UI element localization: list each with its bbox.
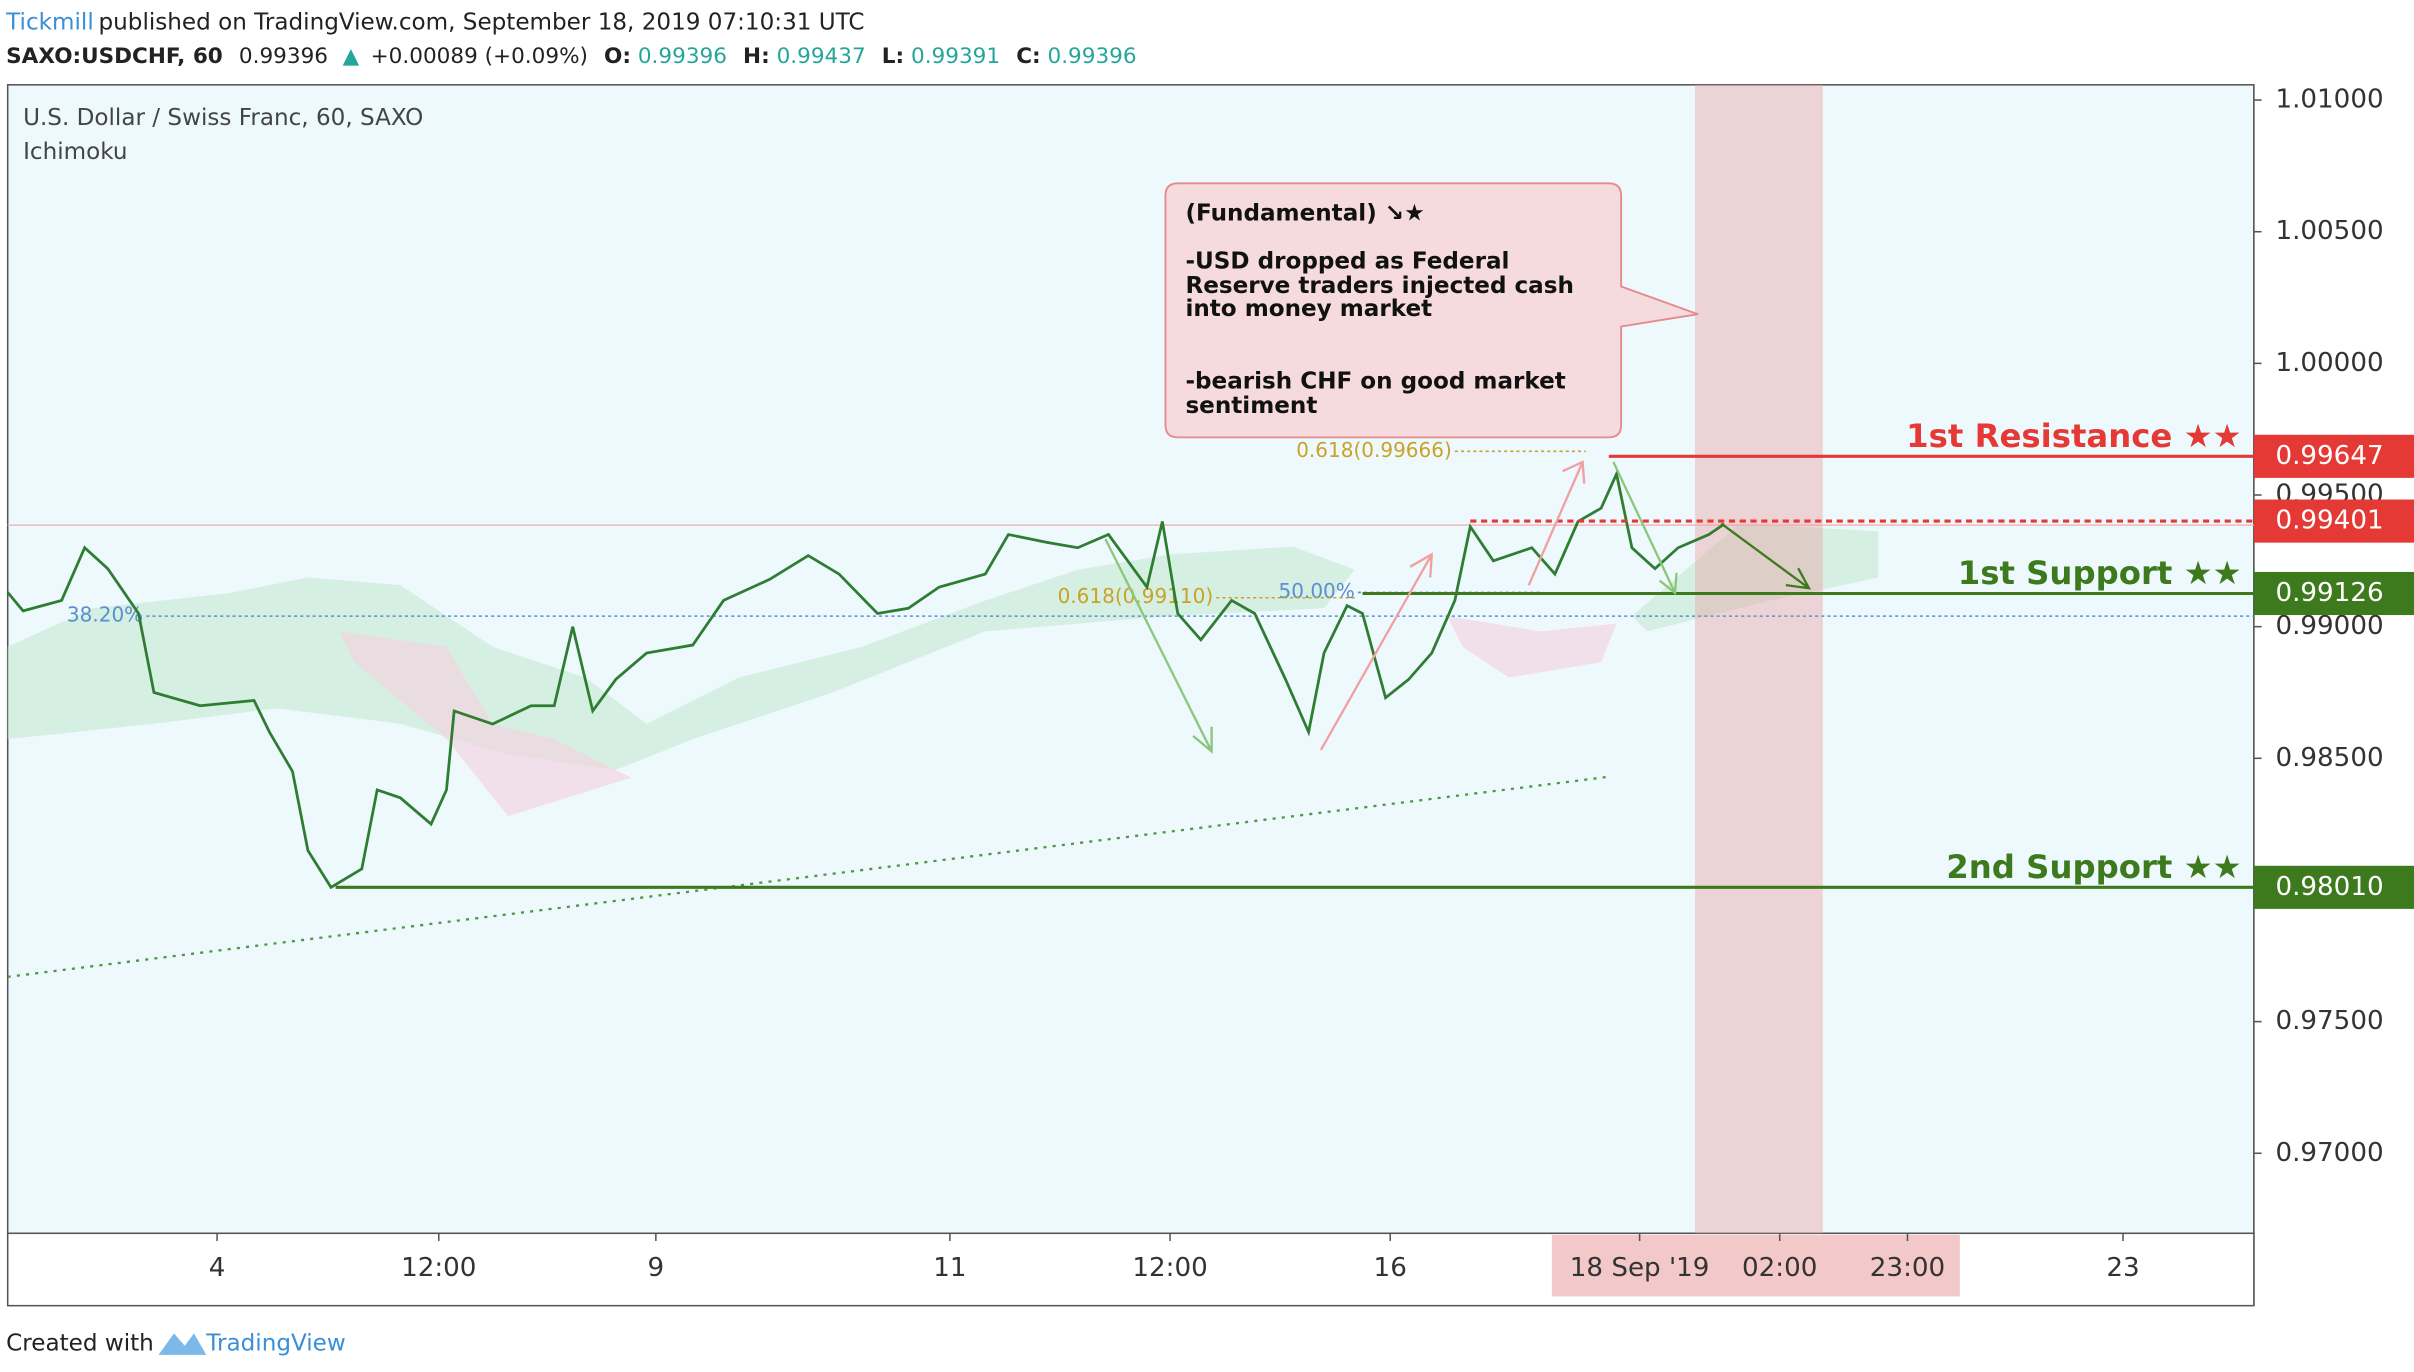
l: 0.99391 <box>911 44 1000 69</box>
footer-created: Created with <box>6 1331 154 1357</box>
fib-label: 0.618(0.99666) <box>1296 438 1452 462</box>
time-highlight <box>1551 1234 1960 1297</box>
ichimoku-cloud <box>338 631 632 817</box>
ichimoku-cloud <box>1447 615 1617 678</box>
price-axis <box>2253 84 2414 1234</box>
x-tick-label: 12:00 <box>1132 1253 1207 1283</box>
chart-title: U.S. Dollar / Swiss Franc, 60, SAXO <box>23 105 423 131</box>
y-tick-label: 0.99000 <box>2275 611 2383 641</box>
x-tick-label: 11 <box>933 1253 966 1283</box>
trendline <box>7 775 1609 979</box>
price-tag <box>2253 434 2414 478</box>
callout-line: -bearish CHF on good market <box>1185 368 1565 394</box>
o-label: O: <box>604 44 631 69</box>
x-tick-label: 23:00 <box>1870 1253 1945 1283</box>
x-tick-label: 02:00 <box>1742 1253 1817 1283</box>
fib-label: 38.20% <box>67 603 143 627</box>
c: 0.99396 <box>1048 44 1137 69</box>
session-highlight <box>1695 84 1823 1234</box>
price-tag-label: 0.98010 <box>2275 872 2383 902</box>
ichimoku-cloud <box>1631 523 1879 632</box>
o: 0.99396 <box>638 44 727 69</box>
x-tick-label: 16 <box>1374 1253 1407 1283</box>
x-tick-label: 9 <box>648 1253 665 1283</box>
fib-label: 50.00% <box>1279 579 1355 603</box>
callout-line: (Fundamental) ↘★ <box>1185 201 1424 227</box>
l-label: L: <box>882 44 904 69</box>
callout-line: Reserve traders injected cash <box>1185 273 1573 299</box>
y-tick-label: 1.01000 <box>2275 85 2383 115</box>
price-tag-label: 0.99401 <box>2275 506 2383 536</box>
level-label: 1st Resistance ★★ <box>1906 417 2241 455</box>
y-tick-label: 0.98500 <box>2275 743 2383 773</box>
last: 0.99396 <box>239 44 328 69</box>
brand-logo <box>158 1333 207 1355</box>
publisher[interactable]: Tickmill <box>5 10 94 36</box>
plot: 0.618(0.99666) 38.20% 50.00% 0.618(0.99110)… <box>6 84 2254 1234</box>
callout-line: -USD dropped as Federal <box>1185 248 1509 274</box>
price-tag <box>2253 499 2414 543</box>
price-line <box>6 469 1726 890</box>
arrows <box>1104 460 1812 754</box>
h-label: H: <box>743 44 770 69</box>
quote-line: SAXO:USDCHF, 60 0.99396 ▲ +0.00089 (+0.0… <box>6 44 1136 69</box>
x-tick-label: 23 <box>2106 1253 2139 1283</box>
callout-line: sentiment <box>1185 393 1317 419</box>
arrow: ▲ <box>343 44 360 69</box>
symbol: SAXO:USDCHF, 60 <box>6 44 223 69</box>
indicator: Ichimoku <box>23 139 127 165</box>
callout <box>1164 182 1699 439</box>
c-label: C: <box>1016 44 1040 69</box>
fib-label: 0.618(0.99110) <box>1058 584 1214 608</box>
published: published on TradingView.com, September … <box>99 10 865 36</box>
y-tick-label: 1.00000 <box>2275 348 2383 378</box>
price-tag <box>2253 865 2414 909</box>
y-tick-label: 1.00500 <box>2275 216 2383 246</box>
h: 0.99437 <box>777 44 866 69</box>
y-tick-label: 0.97000 <box>2275 1138 2383 1168</box>
footer-brand[interactable]: TradingView <box>205 1331 345 1357</box>
price-tag-label: 0.99126 <box>2275 578 2383 608</box>
level-label: 2nd Support ★★ <box>1946 848 2241 886</box>
callout-text: (Fundamental) ↘★ -USD dropped as FederalR… <box>1185 201 1573 419</box>
change: +0.00089 (+0.09%) <box>371 44 588 69</box>
price-tag-label: 0.99647 <box>2275 441 2383 471</box>
x-tick-label: 12:00 <box>401 1253 476 1283</box>
x-tick-label: 18 Sep '19 <box>1570 1253 1710 1283</box>
ichimoku-cloud <box>7 546 1355 770</box>
level-label: 1st Support ★★ <box>1958 554 2242 592</box>
x-tick-label: 4 <box>209 1253 226 1283</box>
callout-line: into money market <box>1185 296 1432 322</box>
y-tick-label: 0.97500 <box>2275 1006 2383 1036</box>
price-tag <box>2253 571 2414 616</box>
